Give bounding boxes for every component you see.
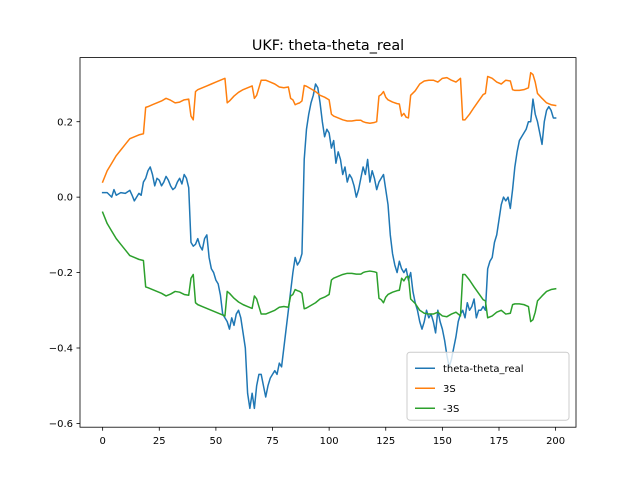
- y-tick-label: −0.2: [49, 268, 73, 279]
- legend-label-2: -3S: [443, 404, 459, 415]
- x-tick-label: 25: [153, 436, 166, 447]
- x-axis: 0 25 50 75 100 125 150 175 200: [99, 427, 565, 447]
- x-tick-label: 200: [546, 436, 565, 447]
- x-tick-label: 100: [320, 436, 339, 447]
- legend-label-1: 3S: [443, 384, 456, 395]
- chart-title: UKF: theta-theta_real: [252, 38, 404, 54]
- y-tick-label: 0.0: [57, 193, 73, 204]
- y-tick-label: −0.4: [49, 344, 73, 355]
- legend: theta-theta_real 3S -3S: [406, 351, 570, 421]
- legend-box: [406, 351, 570, 421]
- x-tick-label: 125: [376, 436, 395, 447]
- x-tick-label: 50: [210, 436, 223, 447]
- x-tick-label: 175: [489, 436, 508, 447]
- series-line-2: [101, 211, 557, 323]
- y-axis: −0.6 −0.4 −0.2 0.0 0.2: [49, 117, 80, 430]
- x-tick-label: 0: [99, 436, 105, 447]
- series-layer: [101, 71, 557, 410]
- series-line-1: [101, 71, 557, 184]
- x-tick-label: 75: [266, 436, 279, 447]
- series-line-0: [101, 83, 557, 410]
- plot-frame: [79, 57, 577, 428]
- legend-label-0: theta-theta_real: [443, 364, 523, 375]
- y-tick-label: −0.6: [49, 419, 73, 430]
- y-tick-label: 0.2: [57, 117, 73, 128]
- x-tick-label: 150: [433, 436, 452, 447]
